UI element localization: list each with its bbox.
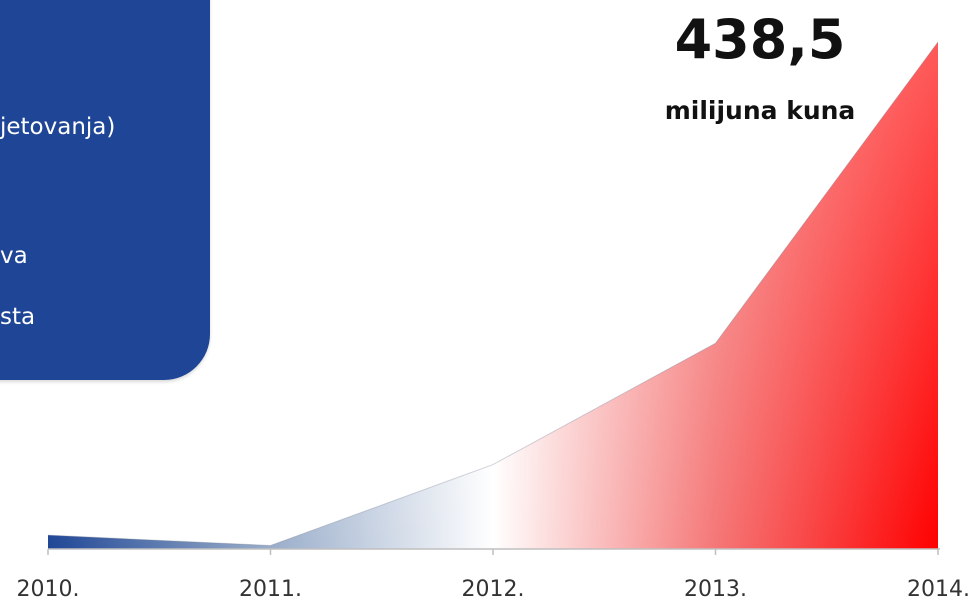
- area-series: [47, 41, 940, 549]
- x-tick-label: 2012.: [462, 577, 525, 602]
- x-tick-label: 2010.: [17, 577, 80, 602]
- headline-unit: milijuna kuna: [664, 96, 856, 125]
- area-outline: [47, 41, 939, 547]
- panel-text-line: sta: [0, 304, 36, 330]
- data-point: [714, 342, 717, 345]
- data-point: [937, 41, 940, 44]
- x-tick-label: 2011.: [239, 577, 302, 602]
- data-point: [492, 463, 495, 466]
- data-point: [269, 544, 272, 547]
- x-tick-label: 2014.: [907, 577, 970, 602]
- x-axis-ticks: 2010. 2011. 2012. 2013. 2014.: [17, 549, 970, 602]
- area-highlight: [48, 42, 938, 549]
- info-panel: jetovanja) va sta: [0, 0, 210, 380]
- headline-value: 438,5: [674, 8, 846, 71]
- x-tick-label: 2013.: [684, 577, 747, 602]
- data-point: [47, 534, 50, 537]
- panel-text-line: va: [0, 243, 28, 269]
- panel-text-line: jetovanja): [0, 114, 116, 140]
